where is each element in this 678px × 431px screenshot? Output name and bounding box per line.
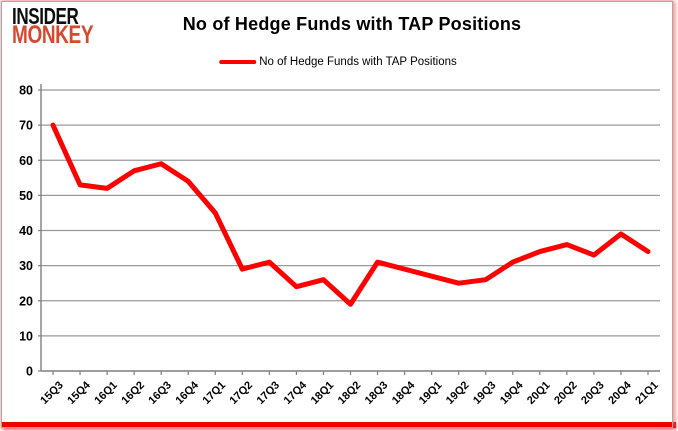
x-axis-label: 15Q3 bbox=[38, 379, 66, 407]
x-axis-label: 17Q2 bbox=[228, 379, 256, 407]
x-axis-label: 16Q1 bbox=[92, 379, 120, 407]
x-axis-label: 20Q4 bbox=[606, 379, 634, 407]
series-line-hedge-funds bbox=[50, 122, 651, 307]
x-axis-label: 17Q3 bbox=[255, 379, 283, 407]
x-axis-label: 16Q4 bbox=[173, 379, 201, 407]
y-axis-label: 70 bbox=[19, 119, 33, 133]
x-axis-label: 19Q1 bbox=[417, 379, 445, 407]
x-axis-label: 18Q2 bbox=[336, 379, 364, 407]
x-axis-label: 20Q1 bbox=[525, 379, 553, 407]
y-axis-label: 20 bbox=[19, 294, 33, 308]
x-axis-label: 18Q3 bbox=[363, 379, 391, 407]
chart-title: No of Hedge Funds with TAP Positions bbox=[182, 14, 522, 34]
x-axis-label: 16Q2 bbox=[119, 379, 147, 407]
x-axis-label: 16Q3 bbox=[146, 379, 174, 407]
y-axis-label: 60 bbox=[19, 154, 33, 168]
x-axis-label: 17Q4 bbox=[282, 379, 310, 407]
x-axis-label: 15Q4 bbox=[65, 379, 93, 407]
x-axis-label: 20Q2 bbox=[552, 379, 580, 407]
logo-text-monkey: MONKEY bbox=[12, 20, 94, 49]
x-axis-label: 21Q1 bbox=[633, 379, 661, 407]
x-axis-label: 19Q2 bbox=[444, 379, 472, 407]
bottom-red-bar bbox=[2, 422, 676, 428]
chart-legend: No of Hedge Funds with TAP Positions bbox=[219, 56, 457, 68]
x-axis-label: 18Q4 bbox=[390, 379, 418, 407]
y-axis-label: 30 bbox=[19, 259, 33, 273]
legend-label: No of Hedge Funds with TAP Positions bbox=[259, 56, 457, 68]
x-axis-label: 20Q3 bbox=[579, 379, 607, 407]
x-axis-label: 19Q4 bbox=[498, 379, 526, 407]
x-axis-label: 19Q3 bbox=[471, 379, 499, 407]
y-axis-label: 10 bbox=[19, 329, 33, 343]
insider-monkey-logo: INSIDER MONKEY bbox=[12, 3, 119, 49]
x-axis-label: 17Q1 bbox=[201, 379, 229, 407]
x-axis-label: 18Q1 bbox=[309, 379, 337, 407]
y-axis-label: 40 bbox=[19, 224, 33, 238]
y-axis-label: 80 bbox=[19, 84, 33, 98]
legend-line-swatch bbox=[219, 60, 257, 64]
y-axis-label: 0 bbox=[26, 365, 33, 379]
logo-text-insider: INSIDER bbox=[12, 3, 79, 29]
y-axis-label: 50 bbox=[19, 189, 33, 203]
